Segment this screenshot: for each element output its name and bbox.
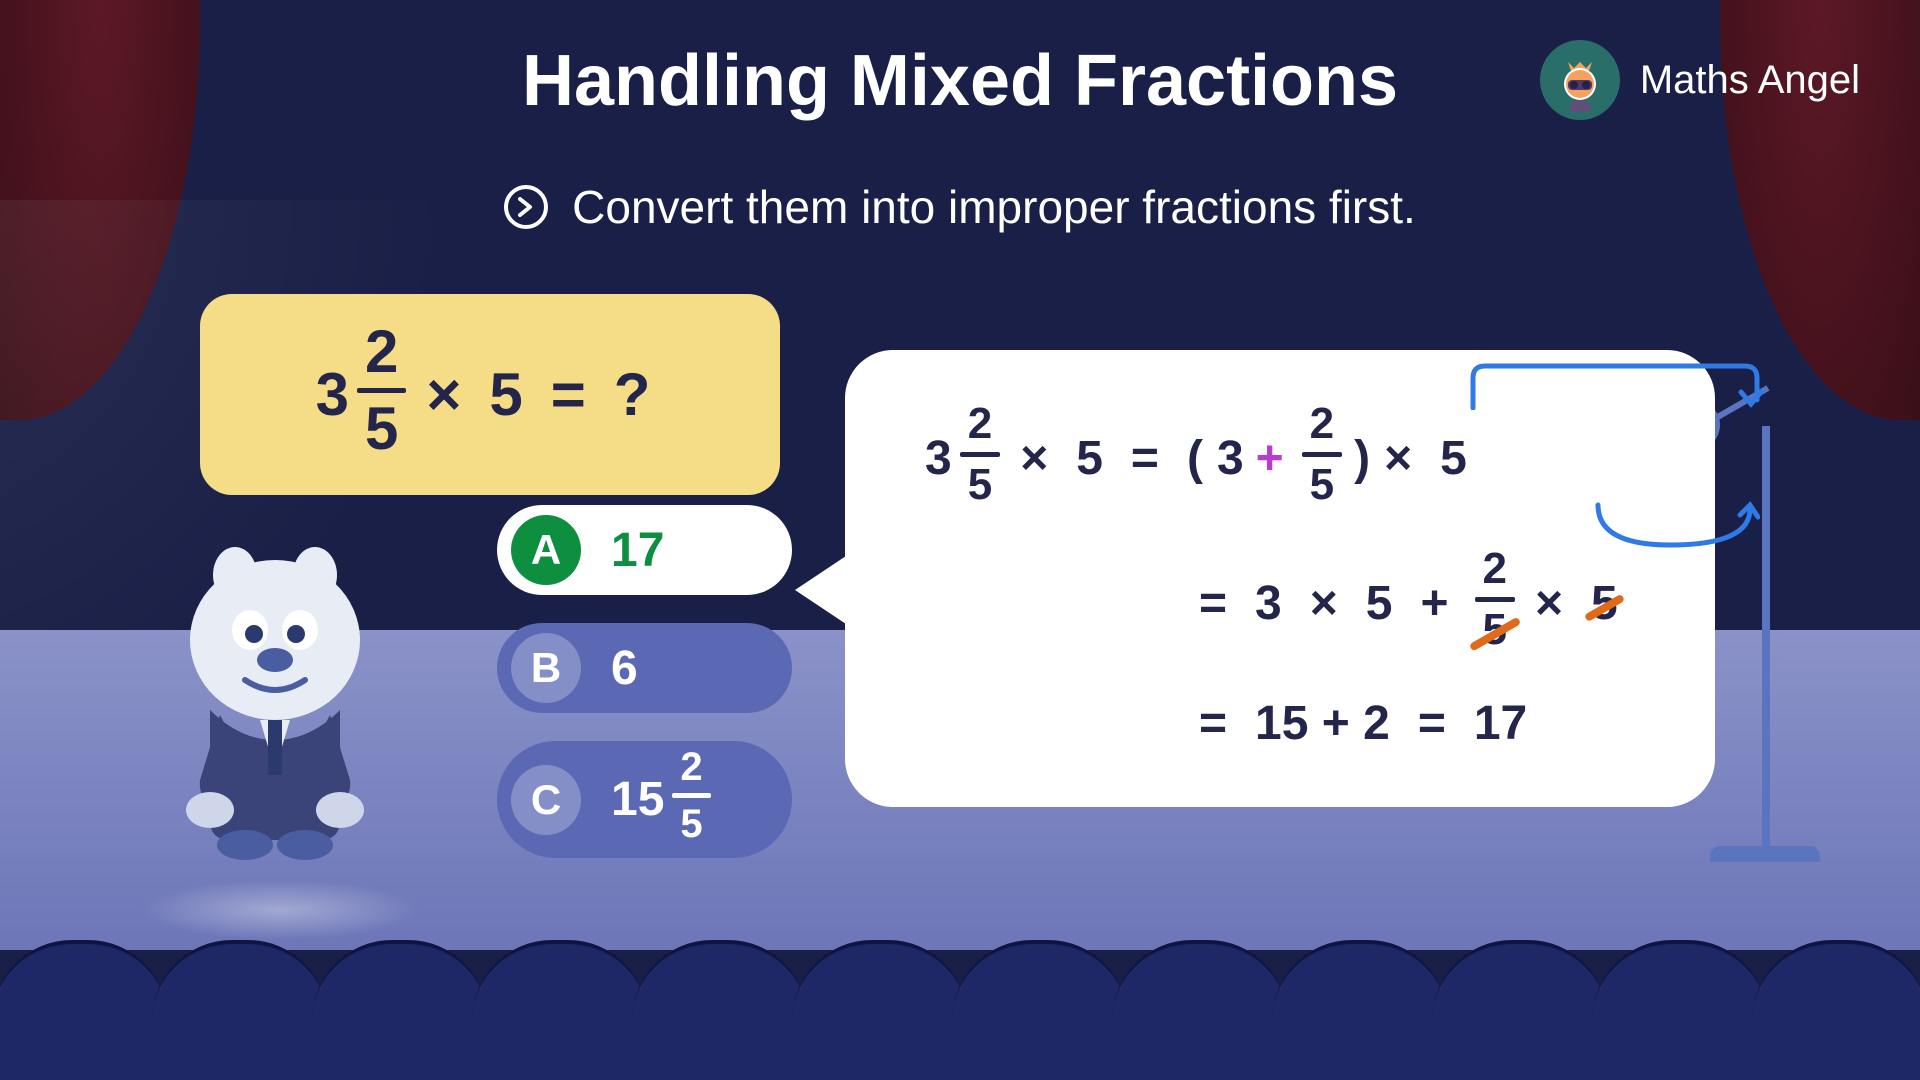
distribute-arrow-bottom-icon xyxy=(1590,501,1760,551)
subtitle: Convert them into improper fractions fir… xyxy=(572,180,1416,234)
times-symbol: × xyxy=(426,360,461,429)
stage-shadow xyxy=(140,880,420,940)
numerator: 2 xyxy=(357,322,406,382)
option-mixed-fraction: 15 2 5 xyxy=(611,751,717,848)
brand: Maths Angel xyxy=(1540,40,1860,120)
brand-name: Maths Angel xyxy=(1640,58,1860,103)
answer-options: A 17 B 6 C 15 2 5 xyxy=(497,505,792,858)
option-value: 6 xyxy=(611,641,638,696)
distribute-arrow-top-icon xyxy=(1465,360,1765,410)
brand-avatar-icon xyxy=(1540,40,1620,120)
option-letter: C xyxy=(511,765,581,835)
question-mark: ? xyxy=(614,360,651,429)
equals-symbol: = xyxy=(551,360,586,429)
subtitle-row: Convert them into improper fractions fir… xyxy=(0,180,1920,234)
chevron-right-icon xyxy=(504,185,548,229)
option-c[interactable]: C 15 2 5 xyxy=(497,741,792,858)
whole-part: 3 xyxy=(316,360,349,429)
audience-seats xyxy=(0,940,1920,1080)
explain-line-1: 3 2 5 × 5 = ( 3 + 2 5 ) × 5 xyxy=(925,406,1659,511)
option-letter: B xyxy=(511,633,581,703)
option-b[interactable]: B 6 xyxy=(497,623,792,713)
multiplier: 5 xyxy=(489,360,522,429)
mixed-fraction: 3 2 5 xyxy=(316,326,413,463)
option-letter: A xyxy=(511,515,581,585)
explain-line-2: = 3 × 5 + 2 5 × 5 xyxy=(925,551,1659,656)
option-value: 17 xyxy=(611,523,664,578)
explanation-bubble: 3 2 5 × 5 = ( 3 + 2 5 ) × 5 = xyxy=(845,350,1715,807)
question-card: 3 2 5 × 5 = ? xyxy=(200,294,780,495)
plus-highlight: + xyxy=(1256,431,1284,486)
yeti-character xyxy=(150,520,400,860)
option-a[interactable]: A 17 xyxy=(497,505,792,595)
denominator: 5 xyxy=(357,399,406,459)
explain-line-3: = 15 + 2 = 17 xyxy=(925,696,1659,751)
